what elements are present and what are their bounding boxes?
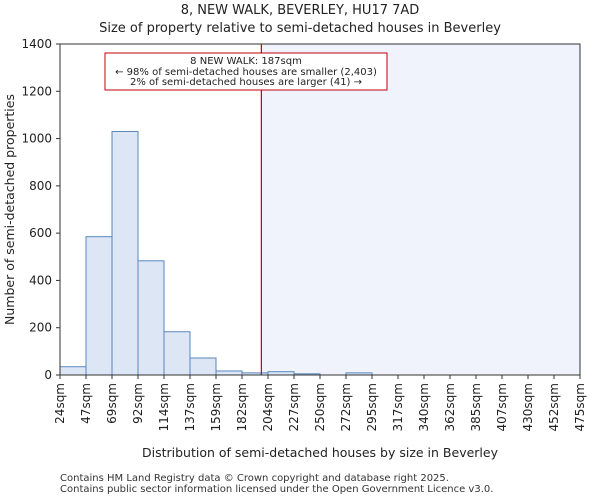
x-tick-label: 250sqm <box>313 383 327 431</box>
x-tick-label: 452sqm <box>547 383 561 431</box>
y-axis-label: Number of semi-detached properties <box>2 94 17 325</box>
bar-159sqm <box>215 370 243 376</box>
footer-copyright: Contains HM Land Registry data © Crown c… <box>60 473 449 484</box>
x-tick-label: 317sqm <box>391 383 405 431</box>
x-tick-label: 47sqm <box>79 383 93 424</box>
y-tick-label: 600 <box>29 226 52 240</box>
x-tick-label: 475sqm <box>573 383 587 431</box>
x-tick-label: 159sqm <box>209 383 223 431</box>
y-tick-label: 200 <box>29 321 52 335</box>
chart-subtitle: Size of property relative to semi-detach… <box>99 21 501 36</box>
annotation-larger: 2% of semi-detached houses are larger (4… <box>130 77 362 88</box>
x-tick-label: 407sqm <box>495 383 509 431</box>
x-tick-label: 114sqm <box>157 383 171 431</box>
x-tick-label: 272sqm <box>339 383 353 431</box>
x-axis-label: Distribution of semi-detached houses by … <box>142 445 499 460</box>
y-tick-label: 800 <box>29 179 52 193</box>
x-tick-label: 385sqm <box>469 383 483 431</box>
annotation-title: 8 NEW WALK: 187sqm <box>190 56 302 67</box>
x-tick-label: 204sqm <box>261 383 275 431</box>
x-tick-label: 362sqm <box>443 383 457 431</box>
y-tick-label: 0 <box>44 368 52 382</box>
bar-137sqm <box>189 357 217 376</box>
x-tick-label: 430sqm <box>521 383 535 431</box>
x-tick-label: 92sqm <box>131 383 145 424</box>
x-tick-label: 295sqm <box>365 383 379 431</box>
bar-69sqm <box>111 130 139 376</box>
bar-92sqm <box>137 260 165 376</box>
bar-24sqm <box>59 366 87 376</box>
annotation-smaller: ← 98% of semi-detached houses are smalle… <box>115 67 377 78</box>
bar-47sqm <box>85 236 113 376</box>
y-tick-label: 1000 <box>21 132 52 146</box>
x-tick-label: 24sqm <box>53 383 67 424</box>
chart-area: 0 200 400 600 800 1000 1200 1400 24sqm 47sqm 69sq… <box>2 37 587 460</box>
y-tick-label: 1200 <box>21 84 52 98</box>
y-tick-label: 1400 <box>21 37 52 51</box>
x-tick-label: 182sqm <box>235 383 249 431</box>
larger-region-shade <box>261 44 580 375</box>
y-tick-label: 400 <box>29 273 52 287</box>
bar-114sqm <box>163 331 191 376</box>
x-tick-label: 137sqm <box>183 383 197 431</box>
x-tick-label: 69sqm <box>105 383 119 424</box>
x-tick-label: 340sqm <box>417 383 431 431</box>
x-tick-label: 227sqm <box>287 383 301 431</box>
annotation-box <box>104 52 388 91</box>
footer-licence: Contains public sector information licen… <box>60 484 494 495</box>
chart-title: 8, NEW WALK, BEVERLEY, HU17 7AD <box>180 3 420 18</box>
